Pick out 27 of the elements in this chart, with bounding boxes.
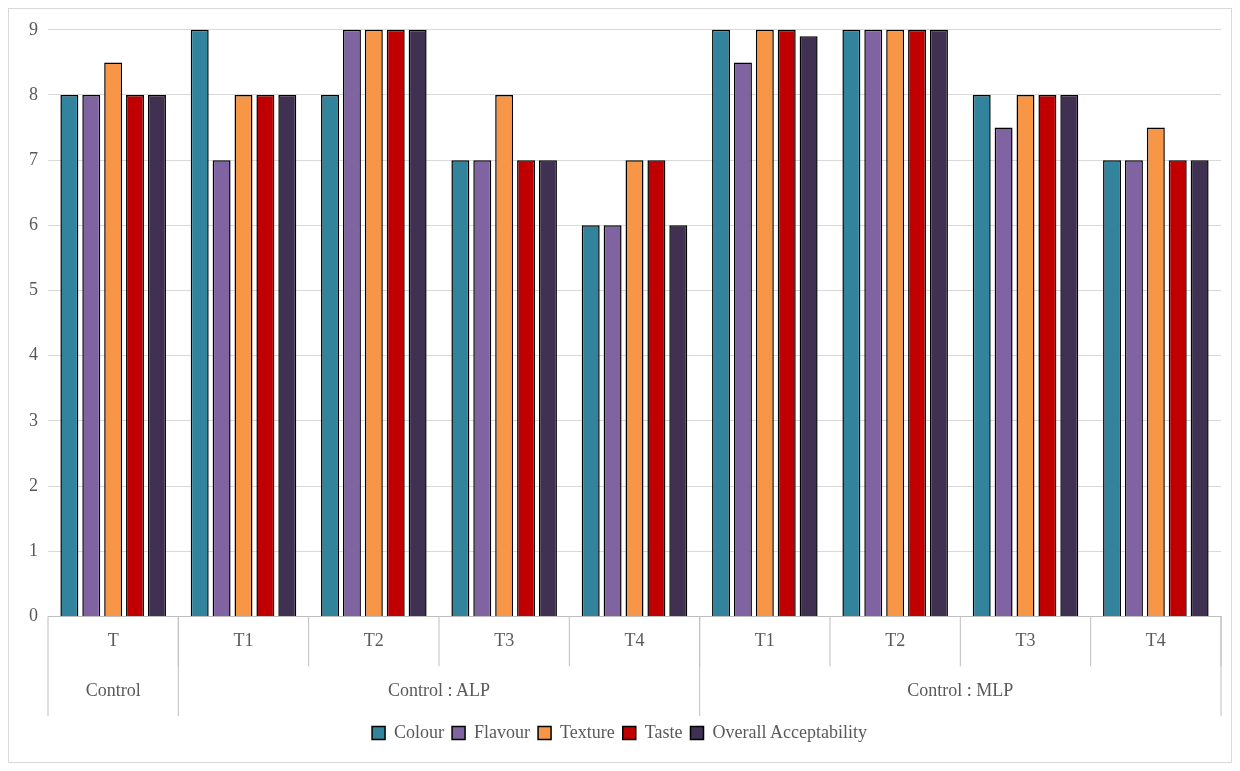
- y-tick-label: 0: [29, 605, 38, 626]
- y-tick-label: 7: [29, 148, 38, 169]
- y-tick-label: 6: [29, 214, 38, 235]
- x-tick-label: T1: [233, 629, 254, 650]
- legend-label: Colour: [394, 721, 445, 742]
- legend-label: Overall Acceptability: [712, 721, 867, 742]
- y-tick-label: 2: [29, 474, 38, 495]
- x-tick-label: T3: [1015, 629, 1036, 650]
- x-tick-label: T3: [494, 629, 515, 650]
- x-tick-label: T: [107, 629, 119, 650]
- text: Control : ALP: [387, 679, 491, 700]
- x-tick-label: T4: [624, 629, 645, 650]
- x-tick-label: T1: [754, 629, 775, 650]
- y-tick-label: 1: [29, 539, 38, 560]
- y-tick-label: 4: [29, 344, 38, 365]
- y-tick-label: 5: [29, 279, 38, 300]
- text: Control : MLP: [907, 679, 1014, 700]
- text: Control: [85, 679, 141, 700]
- legend-label: Flavour: [474, 721, 531, 742]
- legend-label: Taste: [644, 721, 683, 742]
- y-tick-label: 3: [29, 409, 38, 430]
- x-tick-label: T2: [363, 629, 384, 650]
- y-tick-label: 9: [29, 18, 38, 39]
- y-tick-label: 8: [29, 83, 38, 104]
- legend-label: Texture: [560, 721, 615, 742]
- x-tick-label: T4: [1145, 629, 1166, 650]
- x-tick-label: T2: [885, 629, 906, 650]
